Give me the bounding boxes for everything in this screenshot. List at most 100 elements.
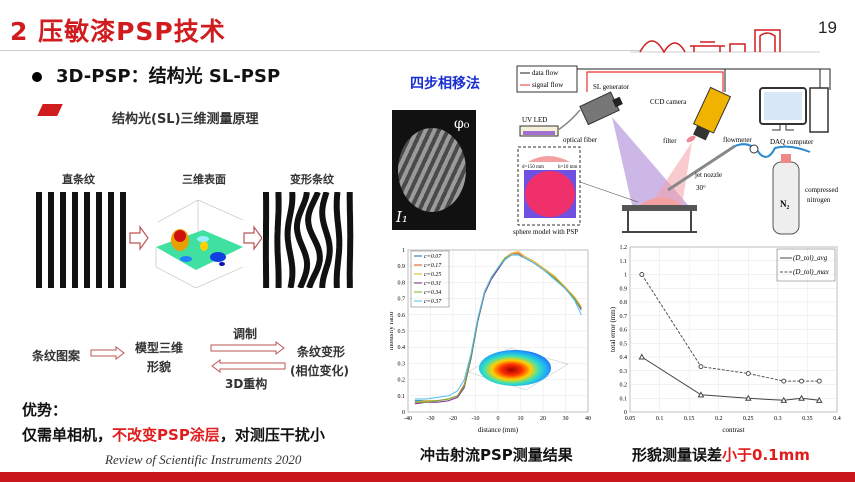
sl-generator-label: SL generator	[593, 83, 630, 91]
y-axis-label: intensity ratio	[390, 311, 395, 350]
y-tick-label: 1	[624, 273, 627, 279]
fringe-circle	[398, 128, 466, 212]
series-line	[641, 274, 820, 382]
data-point-triangle	[780, 396, 788, 403]
flow-reconstruct-label: 3D重构	[225, 377, 268, 391]
x-tick-label: 0.4	[833, 416, 841, 422]
phase-shift-fringe-image: φ₀ I₁	[392, 110, 476, 230]
x-tick-label: 40	[585, 416, 591, 422]
optical-fiber-label: optical fiber	[563, 136, 598, 144]
data-point-triangle	[798, 394, 805, 401]
y-tick-label: 0.1	[398, 394, 406, 400]
ccd-camera-label: CCD camera	[650, 98, 687, 106]
y-tick-label: 1.2	[620, 245, 628, 251]
legend-label: c=0.25	[424, 272, 441, 278]
legend-label: c=0.31	[424, 281, 441, 287]
x-tick-label: -10	[472, 416, 480, 422]
y-tick-label: 0	[402, 410, 405, 416]
arrow-left-icon	[211, 359, 286, 373]
deformed-fringe	[333, 192, 343, 288]
x-tick-label: 0	[497, 416, 500, 422]
data-point-circle	[745, 371, 751, 376]
advantages-title: 优势：	[22, 401, 68, 419]
flow-fringe-deform-line2: (相位变化)	[290, 364, 349, 378]
data-point-circle	[781, 378, 787, 384]
data-flow-label: data flow	[532, 69, 559, 77]
flow-fringe-pattern: 条纹图案	[32, 349, 81, 363]
data-point-circle	[639, 272, 645, 277]
citation: Review of Scientific Instruments 2020	[105, 452, 302, 467]
label-3d-surface: 三维表面	[182, 173, 226, 186]
flowmeter-label: flowmeter	[723, 136, 752, 144]
y-tick-label: 0.6	[398, 313, 406, 319]
x-axis-label: distance (mm)	[478, 426, 519, 434]
height-label: h=10 mm	[558, 165, 577, 170]
data-point-circle	[816, 378, 822, 384]
jet-nozzle-label: jet nozzle	[694, 171, 722, 179]
y-tick-label: 0.2	[620, 383, 628, 389]
advantage-highlight: 不改变PSP涂层	[112, 426, 220, 444]
series-line-c=0.37	[414, 254, 582, 400]
test-table	[622, 205, 697, 211]
data-point-triangle	[744, 394, 752, 401]
bullet-dot	[32, 72, 42, 82]
data-point-triangle	[638, 353, 646, 360]
intensity-label: I₁	[396, 208, 408, 226]
flow-fringe-deform-line1: 条纹变形	[297, 345, 346, 359]
straight-fringe-image	[36, 192, 128, 288]
psp-sphere-photo	[525, 171, 575, 217]
y-tick-label: 0.9	[620, 286, 628, 292]
red-parallelogram-marker	[37, 104, 63, 116]
data-point-triangle	[815, 396, 823, 403]
nitrogen-tank	[772, 161, 800, 235]
nitrogen-label: nitrogen	[807, 196, 831, 204]
legend-box	[410, 250, 450, 308]
bullet-text: 3D-PSP：结构光 SL-PSP	[56, 66, 281, 87]
deformed-fringe	[293, 192, 311, 288]
slide-title: 2 压敏漆PSP技术	[10, 17, 226, 46]
x-tick-label: 10	[518, 416, 524, 422]
diameter-label: d=150 mm	[522, 165, 544, 170]
caption-text: 形貌测量误差	[632, 446, 723, 464]
legend-box	[776, 248, 836, 282]
arrow-right-icon	[243, 225, 263, 251]
x-tick-label: 0.3	[774, 416, 782, 422]
y-tick-label: 1.1	[620, 259, 628, 265]
intensity-ratio-chart: -40 -30 -20 -10 0 10 20 30 40 0 0.1 0.2 0.3 0.4 0.5 0.6…	[390, 248, 591, 434]
principle-title: 结构光(SL)三维测量原理	[112, 112, 259, 127]
deformed-fringe-image	[262, 192, 356, 288]
x-tick-label: 0.25	[743, 416, 754, 422]
y-tick-label: 0.7	[398, 297, 406, 303]
daq-tower	[809, 87, 829, 133]
page-number: 19	[818, 18, 837, 37]
y-axis-label: total error (mm)	[609, 306, 617, 352]
x-tick-label: 0.2	[715, 416, 723, 422]
legend-label: c=0.17	[424, 263, 442, 269]
advantage-part: ，对测压干扰小	[219, 426, 325, 444]
inset-pressure-map	[479, 350, 551, 386]
camera-view-cone	[650, 142, 692, 205]
arrow-right-icon	[129, 225, 149, 251]
y-tick-label: 0.9	[398, 264, 406, 270]
y-tick-label: 0.3	[620, 369, 628, 375]
deformed-fringe	[346, 192, 354, 288]
y-tick-label: 0.5	[620, 341, 628, 347]
label-deformed-fringe: 变形条纹	[290, 173, 334, 186]
arrow-right-icon	[90, 346, 125, 360]
data-point-circle	[799, 378, 805, 384]
data-point-circle	[698, 364, 704, 370]
footer-bar	[0, 472, 855, 482]
sl-generator-device	[579, 91, 623, 126]
sphere-model-box	[517, 146, 581, 226]
legend-label: c=0.07	[424, 254, 442, 260]
x-tick-label: -30	[427, 416, 435, 422]
x-tick-label: -40	[404, 416, 412, 422]
legend-label: (D_tol)_avg	[793, 254, 828, 262]
legend-label: c=0.34	[424, 289, 441, 296]
y-tick-label: 0.8	[398, 280, 406, 286]
x-tick-label: 20	[540, 416, 546, 422]
y-tick-label: 0.3	[398, 361, 406, 367]
3d-surface-plot	[155, 199, 244, 288]
ccd-camera	[692, 86, 732, 141]
advantages-text: 仅需单相机，不改变PSP涂层，对测压干扰小	[22, 424, 325, 445]
